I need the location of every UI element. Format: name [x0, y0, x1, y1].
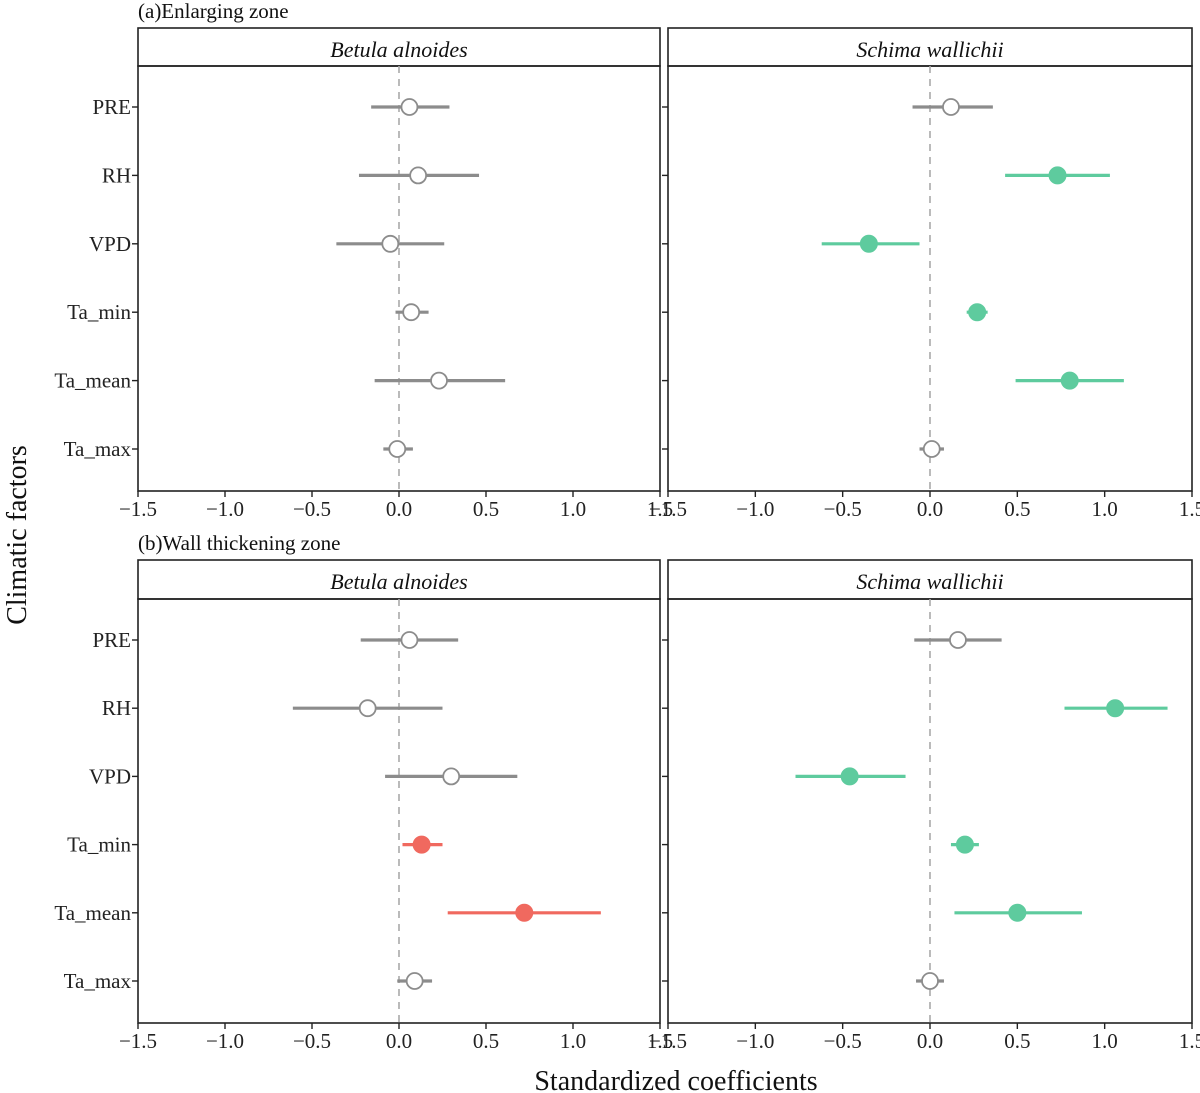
- x-tick-label: 1.5: [1179, 1029, 1200, 1053]
- x-tick-label: 0.5: [1004, 1029, 1030, 1053]
- estimate-point-pre: [400, 98, 419, 116]
- panel-3: (b)Wall thickening zone Betula alnoides −1…: [54, 531, 673, 1053]
- panel-strip: [667, 27, 1193, 67]
- estimate-point-rh: [409, 166, 428, 185]
- estimate-point-ta-mean: [1008, 903, 1027, 922]
- estimate-point-ta-mean: [515, 903, 534, 922]
- panel-title: Betula alnoides: [330, 569, 467, 594]
- x-tick-label: 1.0: [1092, 497, 1118, 521]
- x-tick-label: −0.5: [293, 497, 331, 521]
- estimate-point-ta-min: [968, 303, 987, 322]
- y-tick-label: PRE: [92, 628, 131, 652]
- x-axis-title: Standardized coefficients: [534, 1066, 817, 1093]
- x-tick-label: −1.5: [649, 1029, 687, 1053]
- estimate-point-ta-mean: [430, 371, 448, 390]
- x-tick-label: −0.5: [824, 497, 862, 521]
- y-tick-label: VPD: [89, 764, 131, 788]
- x-tick-label: 0.5: [473, 497, 499, 521]
- estimate-point-vpd: [859, 234, 878, 253]
- panel-title: Schima wallichii: [856, 569, 1003, 594]
- panel-2: Schima wallichii −1.5 −1.0 −0.5 0.0 0.5 1.0 1.5: [649, 27, 1200, 521]
- estimate-point-rh: [1106, 699, 1125, 718]
- x-tick-label: −1.0: [206, 1029, 244, 1053]
- panel-4: Schima wallichii −1.5 −1.0 −0.5 0.0 0.5 1.0 1.5: [649, 559, 1200, 1053]
- x-tick-label: −1.5: [119, 497, 157, 521]
- estimate-point-rh: [358, 699, 377, 718]
- section-title: (b)Wall thickening zone: [138, 531, 340, 555]
- x-tick-label: 0.0: [386, 1029, 412, 1053]
- y-tick-label: VPD: [89, 232, 131, 256]
- y-tick-label: Ta_mean: [54, 369, 131, 393]
- y-tick-label: Ta_mean: [54, 901, 131, 925]
- y-tick-label: Ta_max: [64, 969, 132, 993]
- x-tick-label: −1.0: [206, 497, 244, 521]
- panel-1: (a)Enlarging zone Betula alnoides −1.5 −1.0…: [54, 0, 673, 521]
- estimate-point-vpd: [840, 767, 859, 786]
- x-tick-label: 0.5: [473, 1029, 499, 1053]
- y-tick-label: PRE: [92, 95, 131, 119]
- x-tick-label: 1.0: [560, 1029, 586, 1053]
- x-tick-label: 1.0: [1092, 1029, 1118, 1053]
- estimate-point-ta-mean: [1060, 371, 1079, 390]
- panel-title: Schima wallichii: [856, 37, 1003, 62]
- panel-title: Betula alnoides: [330, 37, 467, 62]
- estimate-point-ta-min: [412, 835, 431, 854]
- x-tick-label: 1.5: [647, 497, 673, 521]
- estimate-point-vpd: [381, 234, 400, 253]
- estimate-point-pre: [400, 631, 419, 649]
- x-tick-label: 0.0: [917, 1029, 943, 1053]
- x-tick-label: 0.0: [386, 497, 412, 521]
- x-tick-label: 1.5: [647, 1029, 673, 1053]
- section-title: (a)Enlarging zone: [138, 0, 289, 23]
- estimate-point-pre: [949, 631, 967, 649]
- x-tick-label: −1.0: [736, 1029, 774, 1053]
- estimate-point-vpd: [442, 767, 461, 786]
- x-tick-label: 0.0: [917, 497, 943, 521]
- estimate-point-ta-min: [402, 303, 421, 322]
- x-tick-label: −1.5: [119, 1029, 157, 1053]
- estimate-point-ta-max: [922, 440, 941, 458]
- x-tick-label: 1.5: [1179, 497, 1200, 521]
- x-tick-label: −1.5: [649, 497, 687, 521]
- estimate-point-ta-min: [955, 835, 974, 854]
- y-tick-label: Ta_max: [64, 437, 132, 461]
- y-tick-label: Ta_min: [67, 833, 131, 857]
- x-tick-label: −0.5: [293, 1029, 331, 1053]
- panels-layer: (a)Enlarging zone Betula alnoides −1.5 −1.0…: [54, 0, 1200, 1053]
- estimate-point-ta-max: [405, 972, 424, 990]
- x-tick-label: 0.5: [1004, 497, 1030, 521]
- panel-strip: [137, 559, 661, 600]
- y-tick-label: RH: [102, 163, 131, 187]
- estimate-point-pre: [942, 98, 960, 116]
- panel-strip: [667, 559, 1193, 600]
- x-tick-label: −0.5: [824, 1029, 862, 1053]
- estimate-point-rh: [1048, 166, 1067, 185]
- panel-strip: [137, 27, 661, 67]
- y-tick-label: RH: [102, 696, 131, 720]
- y-axis-title: Climatic factors: [2, 445, 33, 625]
- y-tick-label: Ta_min: [67, 300, 131, 324]
- x-tick-label: 1.0: [560, 497, 586, 521]
- estimate-point-ta-max: [921, 972, 939, 990]
- estimate-point-ta-max: [388, 440, 407, 458]
- x-tick-label: −1.0: [736, 497, 774, 521]
